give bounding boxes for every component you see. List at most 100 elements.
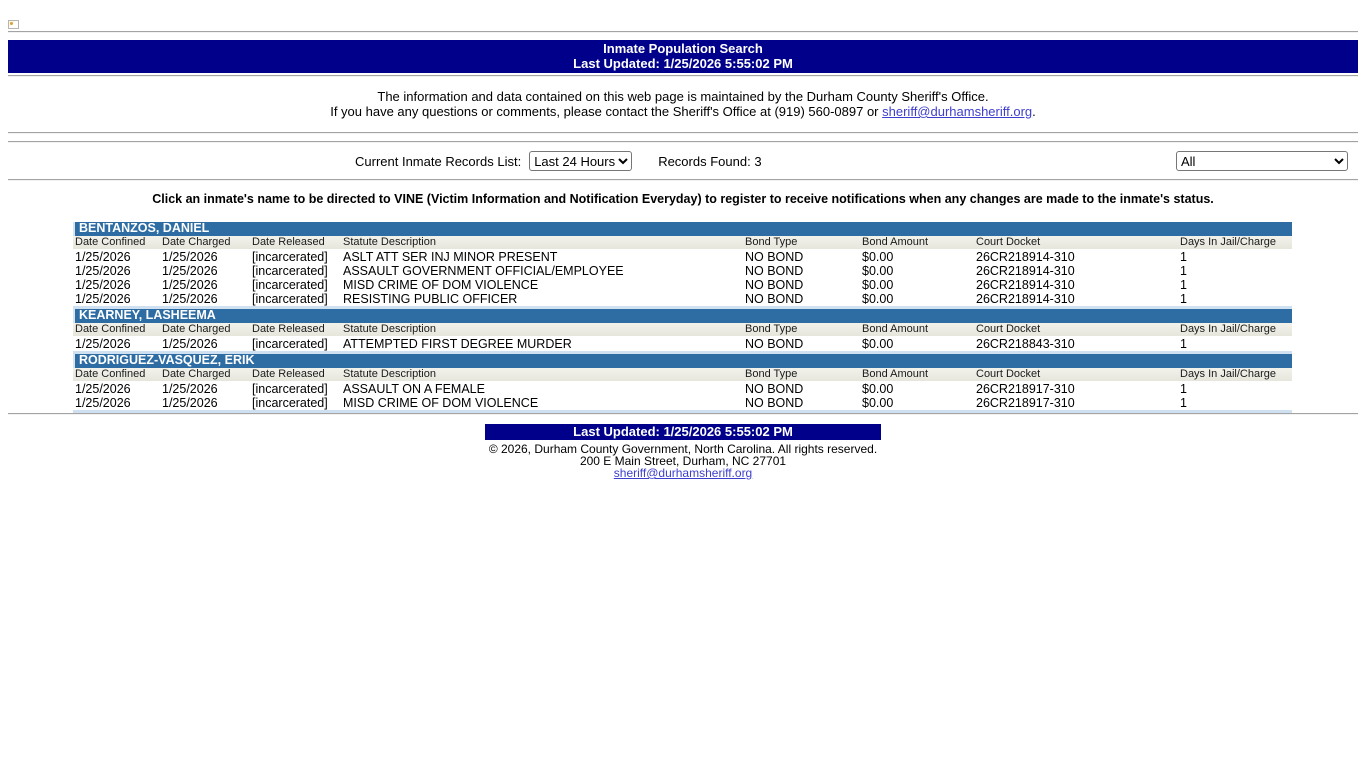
charge-cell: MISD CRIME OF DOM VIOLENCE [343,278,539,292]
info-line-1: The information and data contained on th… [377,89,989,104]
charge-cell: 1/25/2026 [162,337,218,351]
charge-cell: 1/25/2026 [75,382,131,396]
charge-cell: 1/25/2026 [75,292,131,306]
info-line-2-period: . [1032,104,1036,119]
column-header: Date Confined [73,323,160,337]
column-header-row: Date Confined Date Charged Date Released St… [73,236,1292,250]
charge-cell: [incarcerated] [252,250,328,264]
column-header: Bond Amount [860,236,974,250]
charge-cell: [incarcerated] [252,278,328,292]
column-header: Date Charged [160,236,250,250]
charge-cell: 26CR218914-310 [976,292,1075,306]
sheriff-email-link[interactable]: sheriff@durhamsheriff.org [882,104,1033,119]
footer-last-updated-bar: Last Updated: 1/25/2026 5:55:02 PM [485,424,881,440]
records-list-label: Current Inmate Records List: [355,153,522,169]
column-header-row: Date Confined Date Charged Date Released St… [73,368,1292,382]
charge-row: 1/25/2026 1/25/2026 [incarcerated] MISD CRI… [73,396,1292,410]
records-found-label: Records Found: [658,153,751,169]
charge-cell: $0.00 [862,250,894,264]
charge-cell: 1/25/2026 [162,250,218,264]
column-header: Statute Description [341,323,743,337]
divider [8,75,1358,77]
charge-cell: 1/25/2026 [162,278,218,292]
info-block: The information and data contained on th… [0,89,1366,119]
charges-table: Date Confined Date Charged Date Released St… [73,368,1292,410]
column-header: Date Charged [160,368,250,382]
column-header: Date Confined [73,236,160,250]
column-header: Days In Jail/Charge [1178,368,1292,382]
column-header: Days In Jail/Charge [1178,323,1292,337]
charge-cell: 1 [1180,382,1187,396]
charge-row: 1/25/2026 1/25/2026 [incarcerated] MISD CRI… [73,278,1292,292]
column-header: Statute Description [341,368,743,382]
charges-table: Date Confined Date Charged Date Released St… [73,236,1292,306]
charge-cell: 26CR218917-310 [976,382,1075,396]
charge-cell: 26CR218843-310 [976,337,1075,351]
broken-image-icon [8,20,19,29]
footer-text: © 2026, Durham County Government, North … [0,443,1366,479]
column-header: Bond Amount [860,323,974,337]
filter-select[interactable]: All [1176,151,1348,171]
charge-cell: NO BOND [745,250,804,264]
column-header-row: Date Confined Date Charged Date Released St… [73,323,1292,337]
page-title: Inmate Population Search [603,41,763,56]
charge-cell: $0.00 [862,396,894,410]
charge-cell: 1 [1180,396,1187,410]
charge-cell: 1 [1180,250,1187,264]
charge-cell: $0.00 [862,382,894,396]
controls-row: Current Inmate Records List: Last 24 Hou… [355,143,1348,179]
page-title-bar: Inmate Population Search Last Updated: 1… [8,40,1358,73]
charge-cell: 1/25/2026 [162,264,218,278]
charge-cell: NO BOND [745,337,804,351]
footer-address: 200 E Main Street, Durham, NC 27701 [579,454,787,468]
column-header: Bond Type [743,368,860,382]
charge-row: 1/25/2026 1/25/2026 [incarcerated] ASLT ATT… [73,250,1292,265]
charge-cell: ATTEMPTED FIRST DEGREE MURDER [343,337,572,351]
column-header: Bond Type [743,236,860,250]
charge-cell: 1 [1180,337,1187,351]
footer-email-link[interactable]: sheriff@durhamsheriff.org [613,466,753,480]
inmate-name-link[interactable]: KEARNEY, LASHEEMA [73,309,1292,323]
column-header: Bond Amount [860,368,974,382]
column-header: Date Charged [160,323,250,337]
divider [8,413,1358,415]
charge-cell: 1/25/2026 [75,250,131,264]
charge-cell: 1/25/2026 [75,264,131,278]
charge-cell: $0.00 [862,337,894,351]
vine-instruction: Click an inmate's name to be directed to… [152,192,1214,206]
charge-cell: NO BOND [745,264,804,278]
charge-cell: NO BOND [745,396,804,410]
divider [8,141,1358,143]
charge-cell: 26CR218914-310 [976,250,1075,264]
charge-cell: 1/25/2026 [162,292,218,306]
charge-cell: NO BOND [745,382,804,396]
charge-cell: 1 [1180,264,1187,278]
filter-select-wrap: All [1176,151,1348,171]
column-header: Days In Jail/Charge [1178,236,1292,250]
charge-cell: $0.00 [862,278,894,292]
divider [8,132,1358,134]
charge-cell: 1/25/2026 [162,396,218,410]
inmate-section: RODRIGUEZ-VASQUEZ, ERIK Date Confined Date… [73,354,1292,413]
charge-cell: ASSAULT ON A FEMALE [343,382,485,396]
column-header: Court Docket [974,368,1178,382]
charge-row: 1/25/2026 1/25/2026 [incarcerated] ASSAULT … [73,264,1292,278]
column-header: Date Released [250,236,341,250]
column-header: Date Confined [73,368,160,382]
records-found: Records Found: 3 [658,154,761,169]
charge-row: 1/25/2026 1/25/2026 [incarcerated] ASSAULT … [73,382,1292,397]
charge-cell: RESISTING PUBLIC OFFICER [343,292,518,306]
charge-cell: $0.00 [862,264,894,278]
charge-cell: 26CR218914-310 [976,278,1075,292]
charge-cell: 1/25/2026 [75,396,131,410]
charge-row: 1/25/2026 1/25/2026 [incarcerated] RESISTIN… [73,292,1292,306]
charge-cell: [incarcerated] [252,396,328,410]
records-found-value: 3 [754,153,762,169]
inmate-section: KEARNEY, LASHEEMA Date Confined Date Charg… [73,309,1292,354]
inmate-name-link[interactable]: BENTANZOS, DANIEL [73,222,1292,236]
charge-cell: 26CR218914-310 [976,264,1075,278]
charge-cell: NO BOND [745,292,804,306]
records-list-select[interactable]: Last 24 Hours [529,151,633,171]
column-header: Statute Description [341,236,743,250]
inmate-name-link[interactable]: RODRIGUEZ-VASQUEZ, ERIK [73,354,1292,368]
